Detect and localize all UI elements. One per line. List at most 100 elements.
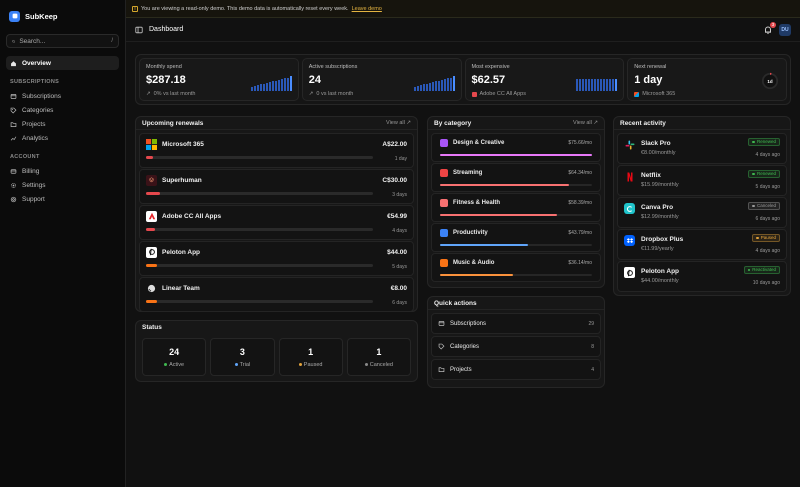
status-label-text: Paused [303,361,323,368]
category-item[interactable]: Design & Creative $75.66/mo [431,133,601,162]
renewal-item[interactable]: Peloton App $44.00 5 days [139,241,414,276]
renewal-ring [761,72,779,90]
adobe-logo-icon [146,210,157,222]
spark-bar [600,79,603,91]
category-bar [440,243,592,246]
nav-support-label: Support [22,195,45,203]
nav-billing[interactable]: Billing [6,164,119,178]
status-paused[interactable]: 1 Paused [278,338,343,376]
status-badge: Canceled [748,202,780,210]
renewal-name: Linear Team [162,284,200,292]
activity-time: 6 days ago [755,216,780,222]
category-item[interactable]: Music & Audio $36.14/mo [431,253,601,282]
renewal-progress [146,300,373,303]
nav-overview[interactable]: Overview [6,56,119,70]
quick-action-label: Categories [450,343,480,350]
stat-label: Most expensive [471,64,510,70]
stat-sub-text: 0 vs last month [316,91,354,97]
brand[interactable]: SubKeep [6,8,119,24]
trend-icon: ↗ [308,91,314,97]
warning-icon: ! [132,5,138,12]
category-item[interactable]: Productivity $43.79/mo [431,223,601,252]
nav-projects[interactable]: Projects [6,117,119,131]
nav-subscriptions[interactable]: Subscriptions [6,89,119,103]
spark-bar [431,82,434,91]
status-active[interactable]: 24 Active [142,338,207,376]
search-shortcut: / [111,38,113,44]
nav-analytics[interactable]: Analytics [6,131,119,145]
card-title: By category [434,119,472,127]
status-label-text: Active [169,361,185,368]
music-icon [440,259,448,267]
renewal-days: 6 days [392,300,407,306]
stat-most-expensive[interactable]: Most expensive $62.57 Adobe CC All Apps [464,58,625,101]
renewal-item[interactable]: Adobe CC All Apps €54.99 4 days [139,205,414,240]
activity-item[interactable]: Slack Pro €8.00/monthly Renewed 4 days a… [617,133,787,164]
activity-item[interactable]: Canva Pro $12.99/monthly Canceled 6 days… [617,197,787,228]
stat-monthly-spend[interactable]: Monthly spend $287.18 ↗ 0% vs last month [139,58,299,101]
category-name: Streaming [453,170,483,176]
spark-bar [449,77,452,91]
spark-bar [585,79,588,91]
nav-categories[interactable]: Categories [6,103,119,117]
activity-item[interactable]: Peloton App $44.00/monthly Reactivated 1… [617,261,787,292]
status-label-text: Canceled [369,361,393,368]
view-all-link[interactable]: View all ↗ [386,120,411,126]
category-item[interactable]: Streaming $64.34/mo [431,163,601,192]
nav-subscriptions-label: Subscriptions [22,92,62,100]
activity-item[interactable]: Netflix $15.99/monthly Renewed 5 days ag… [617,165,787,196]
quick-action-projects[interactable]: Projects 4 [431,359,601,380]
superhuman-logo-icon [146,174,157,186]
nav-analytics-label: Analytics [22,134,49,142]
sparkbars [250,76,292,91]
spark-bar [437,80,440,91]
heart-icon [440,199,448,207]
spark-bar [283,78,286,91]
spark-bar [416,85,419,91]
stat-next-renewal[interactable]: Next renewal 1 day Microsoft 365 1d [627,58,787,101]
gear-icon [11,182,16,188]
spark-bar [597,79,600,91]
sidebar-toggle-icon[interactable] [135,26,143,34]
spark-bar [280,79,283,91]
notifications-button[interactable]: 3 [763,21,776,35]
activity-item[interactable]: Dropbox Plus €11.99/yearly Paused 4 days… [617,229,787,260]
status-count: 1 [376,346,382,357]
avatar[interactable]: DU [779,23,791,36]
renewal-item[interactable]: Superhuman C$30.00 3 days [139,169,414,204]
view-all-link[interactable]: View all ↗ [573,120,598,126]
leave-demo-link[interactable]: Leave demo [351,5,382,12]
microsoft-icon [634,91,640,97]
list-icon [10,93,17,99]
stat-active-subscriptions[interactable]: Active subscriptions 24 ↗ 0 vs last mont… [301,58,462,101]
spark-bar [446,78,449,91]
status-card: Status 24 Active 3 Trial 1 Paused 1 Canc… [135,320,418,382]
activity-time: 4 days ago [755,248,780,254]
renewal-name: Peloton App [162,248,201,256]
status-label-text: Trial [239,361,251,368]
quick-action-subscriptions[interactable]: Subscriptions 29 [431,313,601,334]
activity-price: $12.99/monthly [641,214,679,220]
sparkbars [576,76,618,91]
recent-activity-card: Recent activity Slack Pro €8.00/monthly … [613,116,791,296]
quick-action-categories[interactable]: Categories 8 [431,336,601,357]
search-box[interactable]: / [6,34,119,48]
status-trial[interactable]: 3 Trial [210,338,275,376]
search-input[interactable] [19,37,108,45]
adobe-icon [471,91,477,97]
renewal-item[interactable]: Linear Team €8.00 6 days [139,277,414,312]
renewal-item[interactable]: Microsoft 365 A$22.00 1 day [139,133,414,168]
topbar: Dashboard 3 DU [126,18,800,42]
status-label: Trial [234,361,251,368]
category-value: $36.14/mo [568,260,592,266]
spark-bar [612,79,615,91]
stat-label: Active subscriptions [308,64,358,70]
nav-categories-label: Categories [22,106,54,114]
status-badge: Renewed [748,138,780,146]
nav-settings[interactable]: Settings [6,178,119,192]
nav-support[interactable]: Support [6,192,119,206]
stat-sub-text: Adobe CC All Apps [479,91,526,97]
status-canceled[interactable]: 1 Canceled [346,338,411,376]
notification-count-badge: 3 [770,21,776,28]
category-item[interactable]: Fitness & Health $58.39/mo [431,193,601,222]
